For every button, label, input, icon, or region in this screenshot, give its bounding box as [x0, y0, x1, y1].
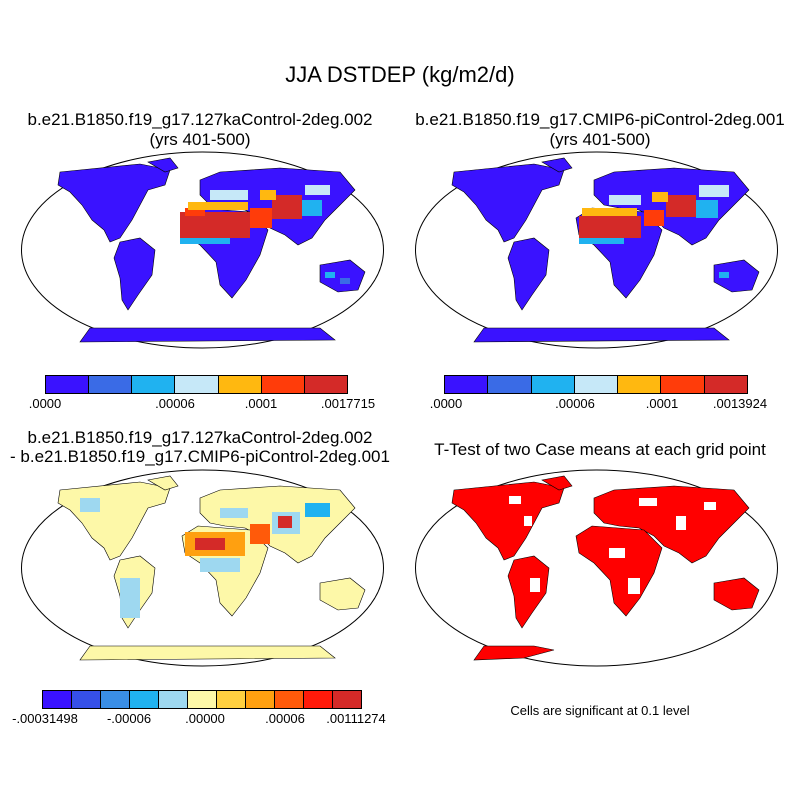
significance-note: Cells are significant at 0.1 level	[510, 703, 690, 718]
colorbar-label: .00006	[155, 396, 195, 411]
map-top-right	[414, 150, 779, 350]
colorbar-swatch	[43, 691, 72, 708]
colorbar-label: .0017715	[320, 396, 376, 411]
colorbar-label: .00006	[265, 711, 305, 726]
panel-title-top-right: b.e21.B1850.f19_g17.CMIP6-piControl-2deg…	[415, 110, 785, 129]
colorbar-bottom-left	[42, 690, 362, 709]
colorbar-swatch	[246, 691, 275, 708]
colorbar-swatch	[704, 376, 747, 393]
colorbar-swatch	[445, 376, 489, 393]
colorbar-swatch	[175, 376, 219, 393]
colorbar-swatch	[275, 691, 304, 708]
colorbar-swatch	[217, 691, 246, 708]
colorbar-swatch	[188, 691, 217, 708]
panel-title-bottom-left: b.e21.B1850.f19_g17.127kaControl-2deg.00…	[27, 428, 373, 447]
colorbar-top-left	[45, 375, 348, 394]
map-top-left	[20, 150, 385, 350]
panel-title-bottom-right: T-Test of two Case means at each grid po…	[434, 440, 766, 459]
main-title: JJA DSTDEP (kg/m2/d)	[285, 62, 515, 87]
colorbar-label: .0001	[244, 396, 278, 411]
colorbar-swatch	[531, 376, 575, 393]
colorbar-swatch	[618, 376, 662, 393]
colorbar-swatch	[574, 376, 619, 393]
colorbar-label: .0013924	[712, 396, 768, 411]
colorbar-top-right	[444, 375, 748, 394]
colorbar-swatch	[101, 691, 130, 708]
panel-subtitle-top-right: (yrs 401-500)	[549, 130, 651, 149]
colorbar-label: .00006	[555, 396, 595, 411]
colorbar-swatch	[130, 691, 159, 708]
colorbar-label: -.00006	[106, 711, 152, 726]
colorbar-swatch	[304, 691, 333, 708]
colorbar-label: .0000	[429, 396, 463, 411]
panel-subtitle-bottom-left: - b.e21.B1850.f19_g17.CMIP6-piControl-2d…	[10, 447, 390, 466]
colorbar-swatch	[72, 691, 101, 708]
colorbar-swatch	[304, 376, 347, 393]
panel-subtitle-top-left: (yrs 401-500)	[149, 130, 251, 149]
colorbar-label: .00111274	[326, 711, 386, 726]
colorbar-swatch	[218, 376, 262, 393]
colorbar-swatch	[132, 376, 176, 393]
colorbar-swatch	[661, 376, 705, 393]
colorbar-swatch	[159, 691, 188, 708]
map-bottom-right	[414, 468, 779, 668]
map-bottom-left	[20, 468, 385, 668]
colorbar-swatch	[333, 691, 361, 708]
colorbar-label: .0001	[645, 396, 679, 411]
colorbar-label: .0000	[28, 396, 62, 411]
colorbar-swatch	[261, 376, 305, 393]
colorbar-swatch	[89, 376, 133, 393]
colorbar-label: .00000	[185, 711, 225, 726]
colorbar-label: -.00031498	[12, 711, 78, 726]
colorbar-swatch	[46, 376, 90, 393]
colorbar-swatch	[488, 376, 532, 393]
panel-title-top-left: b.e21.B1850.f19_g17.127kaControl-2deg.00…	[27, 110, 373, 129]
